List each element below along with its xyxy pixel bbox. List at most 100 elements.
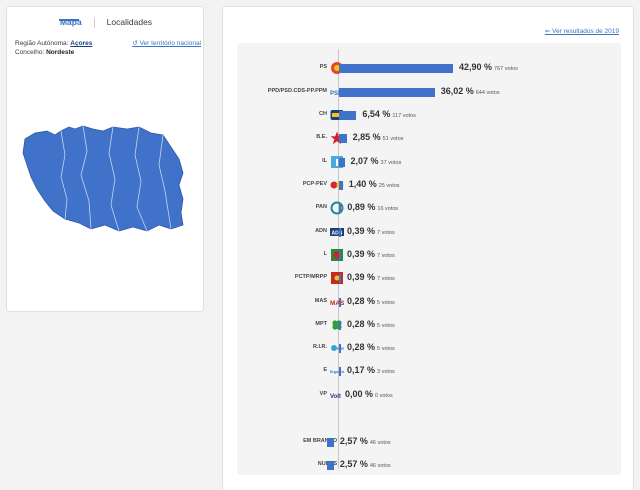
party-name: MPT <box>315 321 327 327</box>
tab-localities[interactable]: Localidades <box>106 17 153 27</box>
result-percent: 0,00 % 0 votos <box>345 389 393 399</box>
result-votes: 51 votos <box>382 136 404 142</box>
party-name: MAS <box>314 298 327 304</box>
result-bar <box>339 111 357 120</box>
result-row[interactable]: MPT 0,28 % 5 votos <box>237 317 621 333</box>
result-row[interactable]: PAN 0,89 % 16 votos <box>237 200 621 216</box>
mpt-clover-logo-icon <box>330 318 344 332</box>
results-panel: ⇐ Ver resultados de 2019 PS 42,90 % 767 vo… <box>222 6 634 490</box>
result-votes: 644 votos <box>475 90 500 96</box>
result-bar <box>339 298 341 307</box>
map-region-shape[interactable] <box>22 125 184 232</box>
result-bar <box>327 461 334 470</box>
view-tabs: Mapa Localidades <box>7 17 205 28</box>
result-bar <box>339 64 453 73</box>
result-percent: 0,39 % 7 votos <box>347 249 395 259</box>
svg-text:ADN: ADN <box>332 231 343 237</box>
svg-text:Ergue-te: Ergue-te <box>330 370 344 374</box>
result-votes: 25 votos <box>378 183 400 189</box>
region-link[interactable]: Açores <box>70 40 93 47</box>
result-percent: 2,57 % 46 votos <box>339 459 391 469</box>
result-row[interactable]: E Ergue-te 0,17 % 3 votos <box>237 363 621 379</box>
result-row[interactable]: ADN ADN 0,39 % 7 votos <box>237 224 621 240</box>
result-percent: 0,28 % 5 votos <box>347 319 395 329</box>
result-votes: 3 votos <box>377 369 395 375</box>
result-bar <box>339 181 343 190</box>
party-name: R.I.R. <box>312 344 327 350</box>
map-parish-boundary-3 <box>108 126 120 232</box>
svg-text:Volt: Volt <box>330 394 341 400</box>
map-parish-boundary-4 <box>134 126 148 232</box>
result-votes: 7 votos <box>377 230 395 236</box>
result-votes: 5 votos <box>377 346 395 352</box>
result-row[interactable]: PPD/PSD.CDS-PP.PPM PSD 36,02 % 644 votos <box>237 84 621 100</box>
result-percent: 0,39 % 7 votos <box>347 272 395 282</box>
active-tab-indicator <box>59 19 79 21</box>
party-name: B.E. <box>316 134 327 140</box>
party-name: CH <box>319 111 327 117</box>
municipality-value: Nordeste <box>46 49 75 56</box>
national-territory-link[interactable]: ↺ Ver território nacional <box>132 40 201 47</box>
result-row[interactable]: R.I.R.RIR0,28 %5 votos <box>237 340 621 356</box>
result-row[interactable]: NULOS2,57 %46 votos <box>237 457 621 473</box>
map-panel: Mapa Localidades Região Autónoma: Açores … <box>6 6 204 312</box>
result-votes: 37 votos <box>380 160 402 166</box>
result-row[interactable]: CH 6,54 % 117 votos <box>237 107 621 123</box>
previous-results-link[interactable]: ⇐ Ver resultados de 2019 <box>544 28 619 35</box>
result-bar <box>339 88 435 97</box>
result-row[interactable]: EM BRANCO 2,57 % 46 votos <box>237 434 621 450</box>
result-bar <box>339 204 342 213</box>
ergue-te-logo-icon: Ergue-te <box>330 364 345 378</box>
party-name: PS <box>319 64 327 70</box>
result-percent: 42,90 % 767 votos <box>459 62 518 72</box>
result-row[interactable]: PCTP/MRPP 0,39 % 7 votos <box>237 270 621 286</box>
result-bar <box>339 344 341 353</box>
result-votes: 5 votos <box>377 323 395 329</box>
result-bar <box>339 274 341 283</box>
result-bar <box>339 367 341 376</box>
party-name: PCTP/MRPP <box>294 274 327 280</box>
be-star-logo-icon <box>330 131 344 145</box>
svg-text:PSD: PSD <box>330 91 343 97</box>
result-bar <box>339 251 341 260</box>
result-row[interactable]: PS 42,90 % 767 votos <box>237 60 621 76</box>
mas-logo-icon: MAS <box>330 295 345 309</box>
result-row[interactable]: MAS MAS 0,28 % 5 votos <box>237 294 621 310</box>
result-row[interactable]: PCP-PEV 1,40 % 25 votos <box>237 177 621 193</box>
result-row[interactable]: IL 2,07 % 37 votos <box>237 154 621 170</box>
result-votes: 46 votos <box>369 463 391 469</box>
undo-icon: ↺ <box>132 40 140 47</box>
party-name: EM BRANCO <box>303 438 337 444</box>
result-row[interactable]: L 0,39 % 7 votos <box>237 247 621 263</box>
map-parish-boundary-1 <box>60 130 68 220</box>
result-row[interactable]: VP Volt 0,00 % 0 votos <box>237 387 621 403</box>
tab-map[interactable]: Mapa <box>59 17 82 27</box>
result-percent: 36,02 % 644 votos <box>440 86 500 96</box>
result-percent: 2,57 % 46 votos <box>339 436 391 446</box>
result-percent: 0,28 % 5 votos <box>347 342 395 352</box>
tab-divider <box>93 17 95 28</box>
party-name: VP <box>319 391 327 397</box>
result-votes: 46 votos <box>369 440 391 446</box>
result-votes: 0 votos <box>375 393 393 399</box>
result-percent: 1,40 % 25 votos <box>348 179 400 189</box>
municipality-label: Concelho: <box>15 49 45 56</box>
party-name: PCP-PEV <box>302 181 327 187</box>
result-votes: 5 votos <box>377 300 395 306</box>
results-chart: PS 42,90 % 767 votos PPD/PSD.CDS-PP.PPM PSD 3… <box>237 43 621 475</box>
result-percent: 0,39 % 7 votos <box>347 226 395 236</box>
result-percent: 0,89 % 16 votos <box>347 202 399 212</box>
municipality-map[interactable] <box>21 125 187 237</box>
result-row[interactable]: B.E. 2,85 % 51 votos <box>237 130 621 146</box>
party-name: IL <box>322 158 327 164</box>
ppd-psd-cds-ppm-logo-icon: PSD <box>330 85 344 99</box>
result-bar <box>339 228 341 237</box>
adn-logo-icon: ADN <box>330 225 344 239</box>
livre-logo-icon <box>330 248 344 262</box>
result-bar <box>339 158 345 167</box>
result-bar <box>339 321 341 330</box>
party-name: ADN <box>315 228 327 234</box>
map-parish-boundary-5 <box>158 134 172 230</box>
result-bar <box>327 438 334 447</box>
svg-text:MAS: MAS <box>330 300 344 307</box>
